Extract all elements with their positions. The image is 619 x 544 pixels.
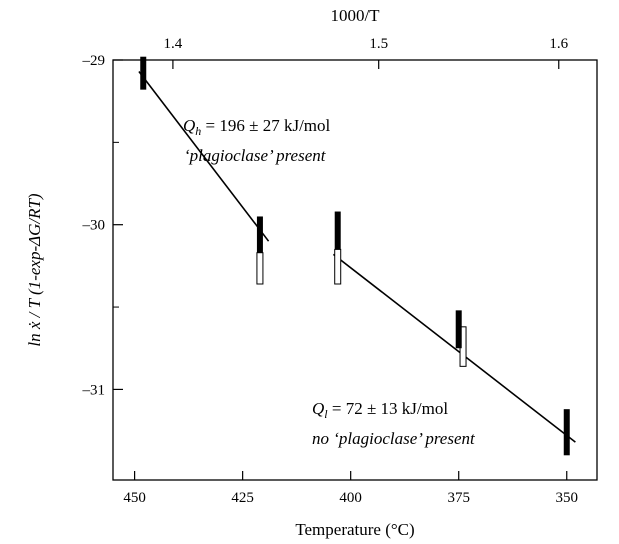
fit-line (138, 71, 270, 242)
y-tick-label: –29 (82, 53, 106, 69)
annotation-ql: Ql = 72 ± 13 kJ/mol (312, 399, 448, 421)
x-tick-label-bottom: 400 (339, 490, 362, 506)
axis-ticks: 450 425 400 375 350 1.4 1.5 1.6 –29 –30 –31 (82, 36, 579, 506)
x-tick-label-bottom: 375 (447, 490, 470, 506)
y-tick-label: –31 (82, 382, 106, 398)
data-bars (140, 56, 570, 456)
data-bar-open (256, 252, 264, 285)
x-tick-label-top: 1.6 (549, 36, 568, 52)
x-tick-label-bottom: 425 (231, 490, 254, 506)
x-tick-label-bottom: 350 (556, 490, 579, 506)
fit-lines (138, 71, 576, 443)
data-bar-filled (563, 409, 570, 456)
annotation-ql-note: no ‘plagioclase’ present (312, 429, 476, 448)
y-axis-title: ln ẋ / T (1-exp-ΔG/RT) (25, 193, 44, 347)
annotation-qh: Qh = 196 ± 27 kJ/mol (183, 116, 331, 138)
data-bar-filled (455, 310, 462, 349)
x-axis-title: Temperature (°C) (295, 520, 414, 539)
data-bar-filled (140, 56, 147, 90)
data-bar-filled (334, 211, 341, 250)
data-bar-open (334, 248, 342, 285)
x-tick-label-top: 1.4 (164, 36, 183, 52)
x-axis-top-title: 1000/T (330, 6, 380, 25)
data-bar-filled (256, 216, 263, 253)
x-tick-label-bottom: 450 (123, 490, 146, 506)
annotation-qh-note: ‘plagioclase’ present (184, 146, 327, 165)
x-tick-label-top: 1.5 (369, 36, 388, 52)
y-tick-label: –30 (82, 218, 106, 234)
plot-frame (112, 59, 598, 481)
fit-line (332, 253, 576, 443)
